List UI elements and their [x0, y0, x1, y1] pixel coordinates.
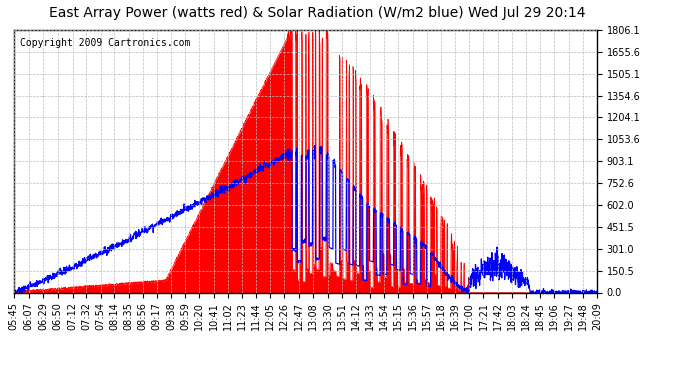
- Text: East Array Power (watts red) & Solar Radiation (W/m2 blue) Wed Jul 29 20:14: East Array Power (watts red) & Solar Rad…: [49, 6, 586, 20]
- Text: Copyright 2009 Cartronics.com: Copyright 2009 Cartronics.com: [19, 38, 190, 48]
